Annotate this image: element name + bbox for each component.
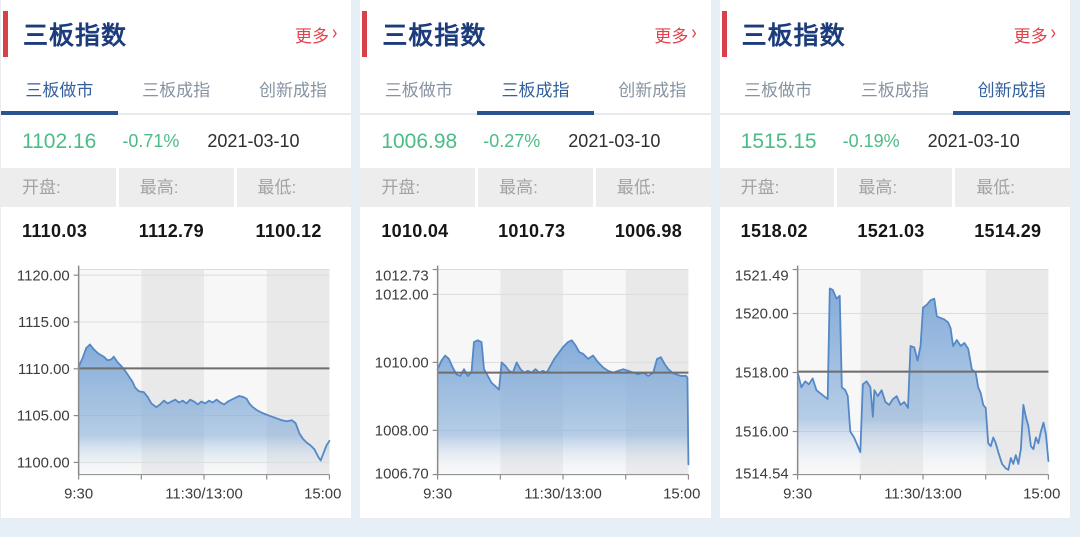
svg-text:11:30/13:00: 11:30/13:00: [525, 485, 603, 502]
svg-text:1520.00: 1520.00: [734, 305, 788, 322]
svg-text:1110.00: 1110.00: [18, 361, 70, 378]
svg-text:1012.00: 1012.00: [375, 286, 429, 303]
low-value: 1100.12: [255, 221, 322, 241]
tab-chuangxin-chengzhi[interactable]: 创新成指: [953, 68, 1070, 115]
quote-date: 2021-03-10: [927, 131, 1020, 151]
more-label: 更多: [654, 26, 689, 46]
panel-title: 三板指数: [741, 22, 846, 50]
low-label: 最低:: [955, 168, 1070, 207]
panel-header: 三板指数 更多 ›: [1, 0, 351, 68]
svg-text:15:00: 15:00: [1023, 485, 1060, 502]
open-value: 1518.02: [740, 221, 808, 241]
panel-title: 三板指数: [382, 22, 487, 50]
index-panel-1: 三板指数 更多 › 三板做市 三板成指 创新成指 1102.16 -0.71% 2…: [0, 0, 353, 519]
more-link[interactable]: 更多 ›: [654, 22, 696, 47]
chevron-right-icon: ›: [332, 22, 338, 44]
svg-text:9:30: 9:30: [423, 485, 452, 502]
svg-text:15:00: 15:00: [304, 485, 341, 502]
tab-sanban-zuoshi[interactable]: 三板做市: [1, 68, 118, 115]
svg-text:1012.73: 1012.73: [375, 267, 429, 284]
svg-text:1115.00: 1115.00: [18, 314, 70, 331]
index-price: 1006.98: [381, 129, 458, 153]
open-label: 开盘:: [719, 168, 835, 207]
index-change: -0.71%: [122, 131, 180, 151]
panel-header: 三板指数 更多 ›: [360, 0, 710, 68]
intraday-chart: 1521.49 1520.00 1518.00 1516.00 1514.54 9:30 1…: [734, 265, 1060, 502]
more-label: 更多: [295, 26, 329, 46]
tab-sanban-zuoshi[interactable]: 三板做市: [744, 81, 813, 100]
index-change: -0.19%: [842, 131, 900, 151]
open-label: 开盘:: [360, 168, 476, 207]
svg-text:1105.00: 1105.00: [17, 408, 70, 425]
svg-text:1514.54: 1514.54: [734, 466, 788, 483]
svg-text:1516.00: 1516.00: [734, 423, 788, 440]
high-value: 1112.79: [138, 221, 204, 241]
index-price: 1102.16: [22, 129, 97, 153]
low-value: 1006.98: [614, 221, 683, 241]
low-label: 最低:: [236, 168, 352, 207]
tab-sanban-chengzhi[interactable]: 三板成指: [477, 68, 594, 115]
panel-header: 三板指数 更多 ›: [720, 0, 1070, 68]
svg-text:11:30/13:00: 11:30/13:00: [884, 485, 962, 502]
tab-bar: 三板做市 三板成指 创新成指: [719, 68, 1070, 115]
stats-value-row: 1518.02 1521.03 1514.29: [720, 207, 1070, 255]
svg-text:1006.70: 1006.70: [375, 466, 429, 483]
svg-text:1008.00: 1008.00: [375, 422, 429, 439]
tab-bar: 三板做市 三板成指 创新成指: [360, 68, 711, 115]
svg-text:9:30: 9:30: [783, 485, 812, 502]
high-label: 最高:: [478, 168, 593, 207]
tab-sanban-chengzhi[interactable]: 三板成指: [860, 81, 929, 100]
svg-text:1518.00: 1518.00: [734, 364, 788, 381]
chevron-right-icon: ›: [691, 22, 697, 44]
open-value: 1010.04: [381, 221, 449, 241]
high-value: 1010.73: [498, 221, 566, 241]
high-label: 最高:: [837, 168, 953, 207]
index-panel-3: 三板指数 更多 › 三板做市 三板成指 创新成指 1515.15 -0.19% 2…: [718, 0, 1071, 519]
stats-value-row: 1110.03 1112.79 1100.12: [1, 207, 351, 255]
index-change: -0.27%: [483, 131, 541, 151]
svg-text:1010.00: 1010.00: [375, 354, 429, 371]
stats-label-row: 开盘: 最高: 最低:: [1, 168, 352, 207]
svg-text:9:30: 9:30: [64, 485, 93, 502]
more-link[interactable]: 更多 ›: [1014, 22, 1056, 47]
accent-bar: [3, 11, 8, 57]
quote-date: 2021-03-10: [568, 131, 661, 151]
open-label: 开盘:: [1, 168, 116, 207]
svg-text:1120.00: 1120.00: [17, 267, 70, 284]
svg-text:1521.49: 1521.49: [734, 267, 788, 284]
open-value: 1110.03: [22, 221, 88, 241]
index-panel-2: 三板指数 更多 › 三板做市 三板成指 创新成指 1006.98 -0.27% 2…: [359, 0, 712, 519]
tab-chuangxin-chengzhi[interactable]: 创新成指: [618, 81, 687, 100]
svg-text:11:30/13:00: 11:30/13:00: [165, 485, 243, 502]
intraday-chart: 1120.00 1115.00 1110.00 1105.00 1100.00 9:30 1…: [17, 265, 341, 502]
low-label: 最低:: [595, 168, 711, 207]
quote-date: 2021-03-10: [207, 131, 300, 151]
quote-row: 1006.98 -0.27% 2021-03-10: [360, 115, 710, 168]
tab-bar: 三板做市 三板成指 创新成指: [1, 68, 352, 115]
stats-value-row: 1010.04 1010.73 1006.98: [360, 207, 710, 255]
stats-label-row: 开盘: 最高: 最低:: [360, 168, 711, 207]
high-label: 最高:: [118, 168, 234, 207]
svg-text:15:00: 15:00: [663, 485, 700, 502]
low-value: 1514.29: [974, 221, 1042, 241]
tab-sanban-chengzhi[interactable]: 三板成指: [142, 81, 211, 100]
panel-title: 三板指数: [23, 22, 128, 50]
index-price: 1515.15: [740, 129, 817, 153]
tab-sanban-zuoshi[interactable]: 三板做市: [384, 81, 453, 100]
index-panels-container: 三板指数 更多 › 三板做市 三板成指 创新成指 1102.16 -0.71% 2…: [0, 0, 1071, 519]
intraday-chart: 1012.73 1012.00 1010.00 1008.00 1006.70 9:30 1…: [375, 265, 701, 502]
high-value: 1521.03: [857, 221, 925, 241]
quote-row: 1102.16 -0.71% 2021-03-10: [1, 115, 351, 168]
chevron-right-icon: ›: [1050, 22, 1056, 44]
accent-bar: [721, 11, 727, 57]
more-link[interactable]: 更多 ›: [295, 22, 337, 47]
svg-text:1100.00: 1100.00: [17, 454, 70, 471]
stats-label-row: 开盘: 最高: 最低:: [719, 168, 1070, 207]
quote-row: 1515.15 -0.19% 2021-03-10: [720, 115, 1070, 168]
accent-bar: [362, 11, 368, 57]
more-label: 更多: [1013, 26, 1048, 46]
tab-chuangxin-chengzhi[interactable]: 创新成指: [258, 81, 327, 100]
